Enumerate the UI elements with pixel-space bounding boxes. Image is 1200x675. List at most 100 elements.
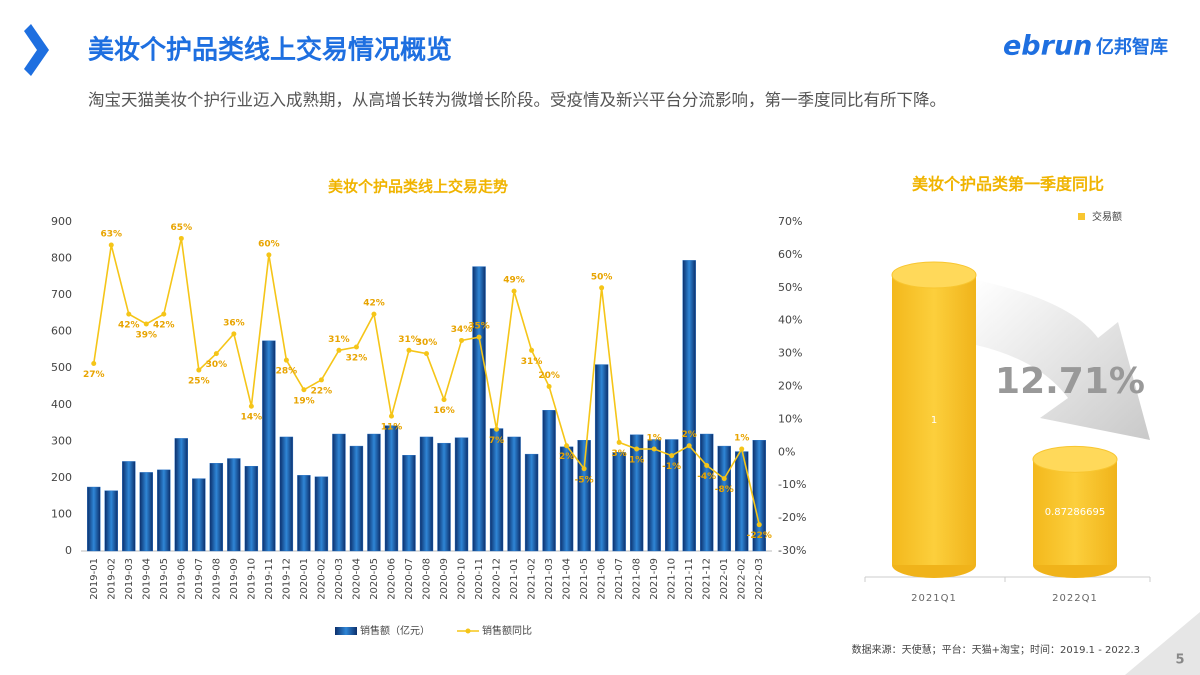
y-tick-label: 0	[65, 544, 72, 557]
bar	[122, 461, 136, 552]
x-tick-label: 2021-11	[684, 558, 695, 600]
bar	[629, 434, 644, 552]
x-tick-label: 2020-09	[439, 558, 450, 600]
legend-swatch	[335, 627, 357, 635]
x-tick-label: 2021-07	[614, 558, 625, 600]
x-tick-label: 2020-01	[299, 558, 310, 600]
bar	[454, 437, 469, 552]
line-marker	[599, 285, 605, 291]
bar	[559, 446, 574, 552]
line-marker	[476, 334, 482, 340]
line-marker	[669, 453, 675, 459]
x-tick-label: 2021-01	[509, 558, 520, 600]
bar	[297, 475, 311, 552]
data-label: 1	[931, 415, 937, 426]
x-tick-label: 2019-09	[229, 558, 240, 600]
bar	[402, 455, 416, 552]
logo-cn: 亿邦智库	[1096, 36, 1168, 58]
line-marker	[459, 337, 465, 343]
y2-tick-label: 70%	[778, 215, 802, 228]
data-label: 1%	[629, 456, 644, 466]
data-label: 31%	[521, 357, 543, 367]
data-label: -8%	[715, 485, 734, 495]
data-label: 32%	[346, 354, 368, 364]
data-label: 0.87286695	[1045, 507, 1105, 518]
x-tick-label: 2019-12	[281, 558, 292, 600]
bar	[594, 364, 609, 552]
x-tick-label: 2020-06	[386, 558, 397, 600]
corner-decoration	[1125, 612, 1200, 675]
data-label: 65%	[171, 223, 193, 233]
x-tick-label: 2020-12	[492, 558, 503, 600]
bar	[700, 433, 714, 552]
bar	[192, 478, 206, 552]
data-label: -22%	[747, 531, 772, 541]
data-label: 28%	[276, 367, 298, 377]
data-label: 35%	[468, 322, 490, 332]
cylinder-top	[891, 261, 977, 289]
line-marker	[371, 311, 377, 317]
line-marker	[108, 242, 114, 248]
legend-label: 销售额同比	[482, 624, 532, 637]
line-marker	[686, 443, 692, 449]
x-tick-label: 2022-02	[737, 558, 748, 600]
bar	[209, 463, 224, 552]
line-marker	[196, 367, 202, 373]
bar	[314, 476, 329, 552]
data-label: 60%	[258, 239, 280, 249]
data-label: 2%	[559, 452, 574, 462]
data-label: 30%	[416, 338, 438, 348]
x-tick-label: 2022-03	[754, 558, 765, 600]
y-tick-label: 700	[51, 288, 72, 301]
data-label: 25%	[188, 377, 210, 387]
x-tick-label: 2020-07	[404, 558, 415, 600]
x-tick-label: 2019-05	[159, 558, 170, 600]
bar	[367, 433, 381, 552]
bar	[542, 410, 556, 552]
bar	[524, 453, 539, 552]
data-label: 7%	[489, 436, 504, 446]
bar	[244, 465, 259, 552]
x-tick-label: 2021-09	[649, 558, 660, 600]
data-label: 1%	[647, 434, 662, 444]
line-marker	[494, 426, 500, 432]
bar	[437, 442, 451, 552]
line-marker	[441, 397, 447, 403]
cylinder	[892, 275, 976, 565]
x-tick-label: 2021-10	[667, 558, 678, 600]
chart-title: 美妆个护品类线上交易走势	[328, 178, 508, 196]
data-label: 39%	[136, 330, 158, 340]
line-marker	[546, 384, 552, 389]
line-marker	[91, 360, 97, 366]
x-tick-label: 2019-07	[194, 558, 205, 600]
line-marker	[721, 476, 727, 482]
line-marker	[564, 443, 570, 449]
data-label: 27%	[83, 370, 105, 380]
line-marker	[406, 347, 412, 353]
data-label: 63%	[100, 230, 122, 240]
bar	[104, 490, 118, 552]
data-label: 34%	[451, 325, 473, 335]
data-label: 42%	[153, 321, 175, 331]
line-marker	[353, 344, 359, 350]
line-marker	[143, 321, 149, 327]
x-tick-label: 2022-01	[719, 558, 730, 600]
y2-tick-label: 10%	[778, 412, 802, 425]
x-tick-label: 2019-03	[124, 558, 135, 600]
bar	[262, 340, 276, 552]
y-tick-label: 300	[51, 434, 72, 447]
y-tick-label: 600	[51, 325, 72, 338]
data-label: 19%	[293, 396, 315, 406]
line-marker	[529, 347, 535, 353]
line-marker	[178, 235, 184, 241]
bar	[384, 425, 399, 552]
data-label: -1%	[662, 462, 681, 472]
x-tick-label: 2020-08	[422, 558, 433, 600]
data-label: 49%	[503, 276, 525, 286]
y-tick-label: 500	[51, 361, 72, 374]
data-label: 1%	[734, 434, 749, 444]
legend-swatch	[465, 628, 471, 634]
line-marker	[213, 351, 219, 357]
y2-tick-label: -10%	[778, 478, 806, 491]
